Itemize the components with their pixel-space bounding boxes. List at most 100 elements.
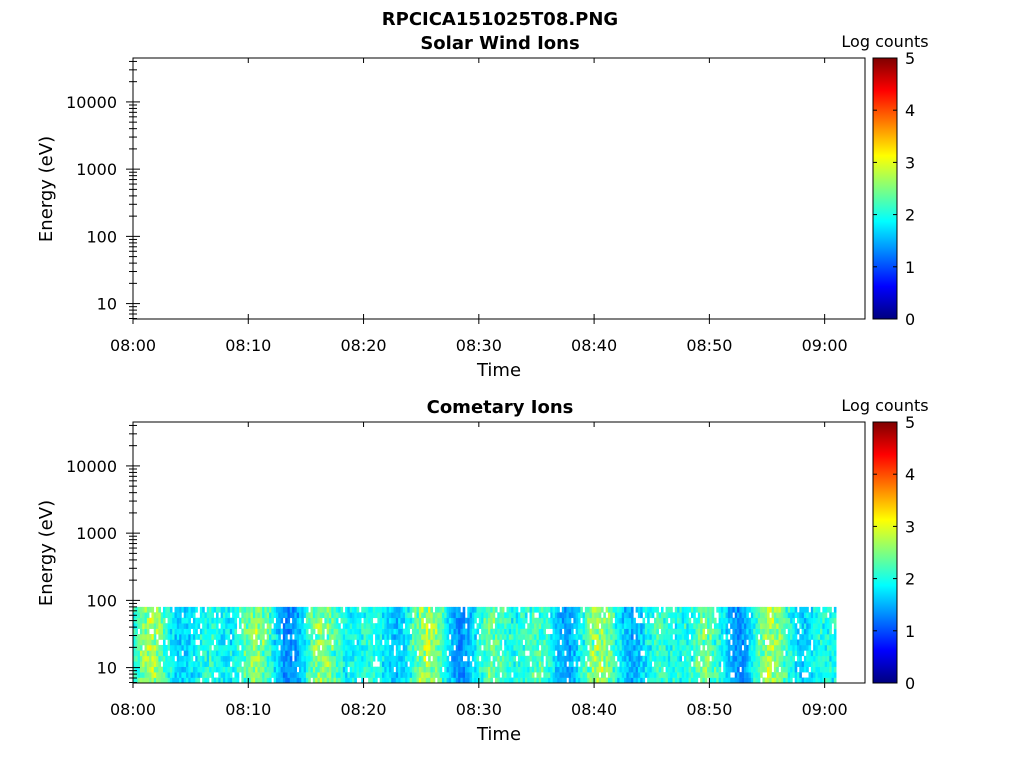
- heatmap-cell: [377, 644, 380, 651]
- heatmap-cell: [388, 644, 392, 651]
- heatmap-cell: [810, 666, 814, 673]
- heatmap-cell: [817, 628, 821, 635]
- heatmap-cell: [160, 623, 164, 629]
- heatmap-cell: [732, 639, 736, 646]
- heatmap-cell: [644, 650, 648, 657]
- heatmap-cell: [241, 677, 244, 684]
- heatmap-cell: [534, 628, 537, 635]
- heatmap-cell: [361, 677, 364, 684]
- heatmap-cell: [381, 661, 385, 667]
- heatmap-cell: [813, 655, 816, 662]
- heatmap-cell: [197, 672, 201, 678]
- heatmap-cell: [511, 623, 514, 629]
- heatmap-cell: [241, 666, 244, 673]
- heatmap-cell: [460, 634, 463, 640]
- heatmap-cell: [388, 634, 392, 640]
- heatmap-cell: [619, 644, 623, 651]
- heatmap-cell: [181, 606, 185, 613]
- heatmap-cell: [370, 650, 374, 657]
- heatmap-cell: [338, 661, 341, 667]
- heatmap-cell: [760, 634, 763, 640]
- heatmap-cell: [762, 661, 766, 667]
- heatmap-cell: [787, 639, 791, 646]
- heatmap-cell: [418, 650, 422, 657]
- heatmap-cell: [527, 677, 530, 684]
- heatmap-cell: [718, 639, 722, 646]
- heatmap-cell: [577, 672, 581, 678]
- heatmap-cell: [365, 634, 369, 640]
- heatmap-cell: [485, 612, 489, 619]
- heatmap-cell: [660, 650, 664, 657]
- heatmap-cell: [767, 666, 770, 673]
- heatmap-cell: [815, 677, 819, 684]
- heatmap-cell: [778, 650, 782, 657]
- heatmap-cell: [133, 672, 136, 678]
- heatmap-cell: [262, 612, 265, 619]
- heatmap-cell: [386, 677, 390, 684]
- heatmap-cell: [432, 650, 436, 657]
- heatmap-cell: [250, 644, 254, 651]
- heatmap-cell: [760, 661, 763, 667]
- heatmap-cell: [174, 677, 178, 684]
- heatmap-cell: [439, 672, 443, 678]
- heatmap-cell: [614, 623, 618, 629]
- heatmap-cell: [663, 644, 666, 651]
- heatmap-cell: [464, 650, 468, 657]
- heatmap-cell: [833, 628, 837, 635]
- heatmap-cell: [737, 677, 740, 684]
- heatmap-cell: [405, 623, 408, 629]
- heatmap-cell: [561, 650, 565, 657]
- heatmap-cell: [469, 617, 473, 624]
- heatmap-cell: [234, 628, 238, 635]
- heatmap-cell: [794, 606, 798, 613]
- heatmap-cell: [591, 623, 595, 629]
- heatmap-cell: [637, 644, 641, 651]
- heatmap-cell: [439, 666, 443, 673]
- heatmap-cell: [536, 672, 540, 678]
- heatmap-cell: [711, 612, 715, 619]
- heatmap-cell: [192, 677, 196, 684]
- heatmap-cell: [234, 606, 238, 613]
- heatmap-cell: [241, 650, 244, 657]
- heatmap-cell: [725, 672, 729, 678]
- heatmap-cell: [153, 644, 157, 651]
- heatmap-cell: [564, 634, 567, 640]
- heatmap-cell: [485, 655, 489, 662]
- heatmap-cell: [790, 606, 793, 613]
- heatmap-cell: [160, 666, 164, 673]
- heatmap-cell: [552, 644, 556, 651]
- heatmap-cell: [767, 661, 770, 667]
- heatmap-cell: [658, 677, 662, 684]
- heatmap-cell: [232, 644, 235, 651]
- heatmap-cell: [451, 661, 454, 667]
- heatmap-cell: [801, 666, 805, 673]
- heatmap-cell: [543, 628, 546, 635]
- heatmap-cell: [813, 617, 816, 624]
- heatmap-cell: [287, 672, 291, 678]
- heatmap-cell: [596, 628, 600, 635]
- heatmap-cell: [801, 606, 805, 613]
- heatmap-cell: [444, 672, 447, 678]
- heatmap-cell: [379, 623, 383, 629]
- heatmap-cell: [672, 644, 676, 651]
- heatmap-cell: [414, 655, 417, 662]
- heatmap-cell: [813, 628, 816, 635]
- heatmap-cell: [545, 650, 549, 657]
- heatmap-cell: [801, 617, 805, 624]
- heatmap-cell: [529, 672, 533, 678]
- heatmap-cell: [773, 672, 777, 678]
- heatmap-cell: [575, 612, 579, 619]
- heatmap-cell: [746, 644, 749, 651]
- heatmap-cell: [501, 677, 505, 684]
- heatmap-cell: [400, 672, 404, 678]
- heatmap-cell: [444, 623, 447, 629]
- heatmap-cell: [278, 634, 281, 640]
- heatmap-cell: [448, 677, 452, 684]
- heatmap-cell: [716, 623, 719, 629]
- heatmap-cell: [411, 644, 415, 651]
- heatmap-cell: [271, 672, 274, 678]
- heatmap-cell: [425, 634, 429, 640]
- heatmap-cell: [769, 661, 772, 667]
- heatmap-cell: [352, 666, 355, 673]
